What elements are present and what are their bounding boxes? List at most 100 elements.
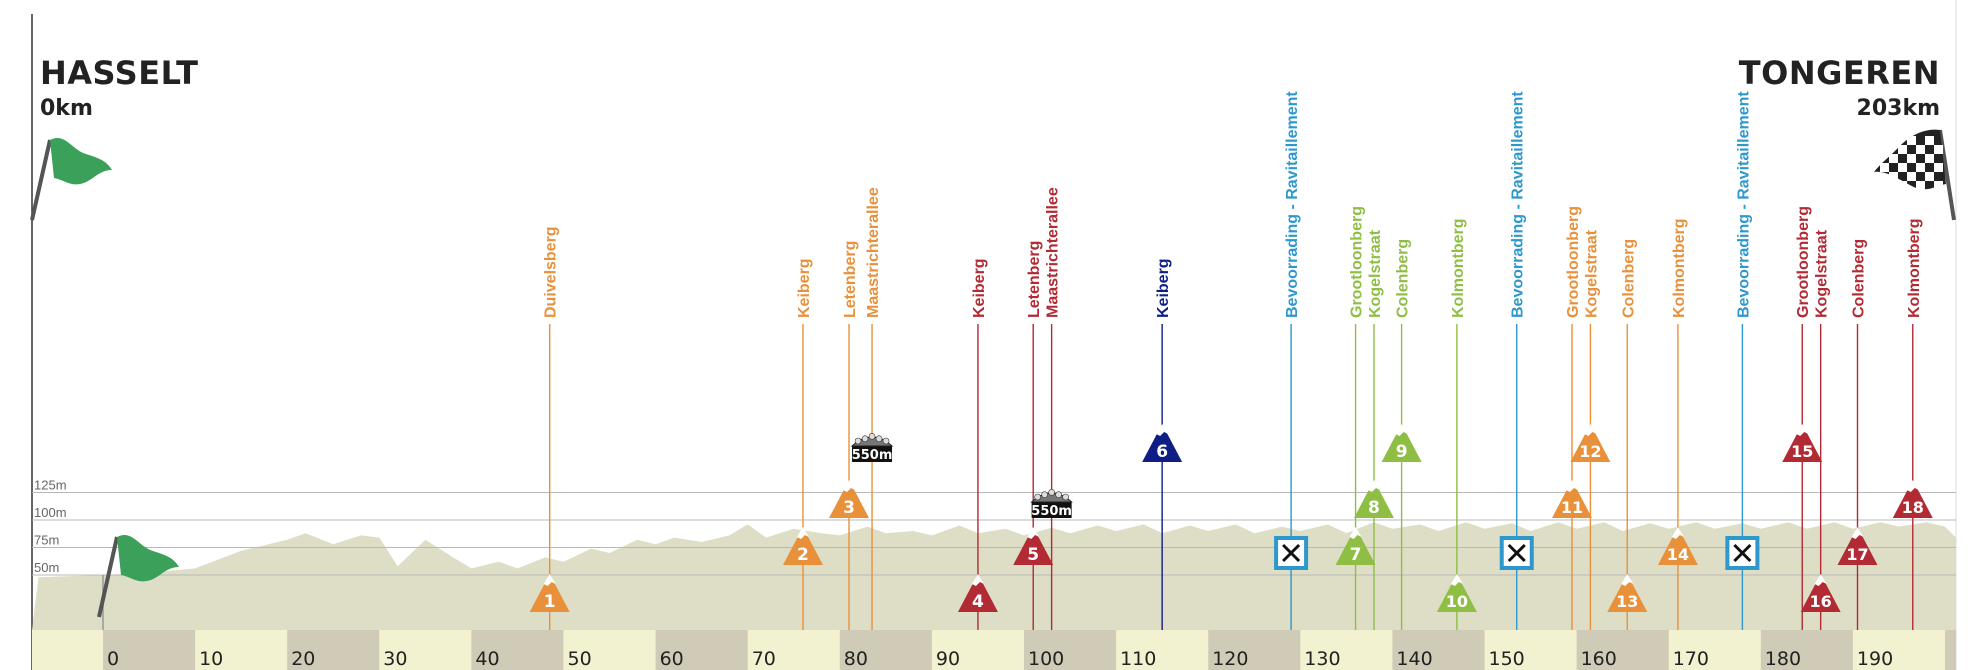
climb-name: Keiberg — [796, 258, 813, 318]
snowcap-icon — [1450, 574, 1463, 586]
climb-number: 11 — [1561, 498, 1583, 517]
climb-name: Kogelstraat — [1583, 229, 1600, 318]
snowcap-icon — [1156, 424, 1169, 436]
mountain-icon — [1607, 574, 1648, 612]
climb-number: 9 — [1396, 442, 1408, 462]
climb-name: Colenberg — [1851, 239, 1868, 318]
axis-band — [103, 630, 196, 670]
x-tick-label: 80 — [844, 648, 868, 670]
climb-name: Bevoorrading - Ravitaillement — [1284, 91, 1301, 318]
y-tick-label: 100m — [34, 505, 67, 520]
knife-icon — [1733, 543, 1752, 563]
x-tick-label: 70 — [752, 648, 776, 670]
axis-band — [471, 630, 564, 670]
climb-number: 15 — [1791, 442, 1813, 461]
x-tick-label: 160 — [1581, 648, 1617, 670]
snowcap-icon — [1851, 527, 1864, 539]
mountain-icon — [1013, 527, 1054, 565]
snowcap-icon — [1796, 424, 1809, 436]
climb-number: 6 — [1156, 442, 1168, 462]
y-tick-label: 50m — [34, 560, 59, 575]
mountain-icon — [1657, 527, 1698, 565]
climb-marker: Maastrichterallee 550m — [850, 187, 894, 630]
snowcap-icon — [1621, 574, 1634, 586]
climb-name: Kolmontberg — [1671, 218, 1688, 318]
mountain-icon — [1782, 424, 1823, 462]
mountain-icon — [1837, 527, 1878, 565]
knife-icon — [1507, 543, 1526, 563]
start-km: 0km — [40, 96, 93, 121]
climb-number: 7 — [1350, 545, 1362, 565]
x-tick-label: 10 — [199, 648, 223, 670]
climb-marker: Letenberg 5 — [1013, 241, 1054, 630]
climb-name: Bevoorrading - Ravitaillement — [1735, 91, 1752, 318]
checkered-flag-icon — [1874, 129, 1956, 221]
mountain-icon — [1142, 424, 1183, 462]
feed-zone-marker: Bevoorrading - Ravitaillement — [1274, 91, 1309, 630]
climb-name: Grootloonberg — [1349, 206, 1366, 318]
climb-number: 1 — [544, 592, 556, 612]
climb-marker: Kogelstraat 16 — [1800, 229, 1841, 630]
climb-marker: Grootloonberg 7 — [1335, 206, 1376, 630]
climb-name: Kolmontberg — [1450, 218, 1467, 318]
axis-band — [287, 630, 380, 670]
mountain-icon — [1570, 424, 1611, 462]
snowcap-icon — [971, 574, 984, 586]
knife-icon — [1282, 543, 1301, 563]
climb-number: 8 — [1368, 498, 1380, 518]
cobbles-length: 550m — [852, 448, 893, 463]
mountain-icon — [1892, 480, 1933, 518]
climb-name: Kogelstraat — [1814, 229, 1831, 318]
finish-km: 203km — [1856, 96, 1940, 121]
axis-band — [1392, 630, 1485, 670]
climb-number: 16 — [1810, 592, 1832, 611]
climb-number: 17 — [1846, 545, 1868, 564]
axis-band — [655, 630, 748, 670]
climb-marker: Keiberg 6 — [1142, 258, 1183, 630]
start-flag-icon — [30, 137, 112, 221]
climb-marker: Keiberg 2 — [782, 258, 823, 630]
x-tick-label: 100 — [1028, 648, 1064, 670]
x-tick-label: 120 — [1212, 648, 1248, 670]
climb-marker: Kogelstraat 12 — [1570, 229, 1611, 630]
climb-name: Maastrichterallee — [865, 187, 882, 318]
climb-marker: Grootloonberg 15 — [1782, 206, 1823, 630]
climb-number: 3 — [843, 498, 855, 518]
y-tick-label: 125m — [34, 478, 67, 493]
climb-name: Bevoorrading - Ravitaillement — [1510, 91, 1527, 318]
mountain-icon — [1436, 574, 1477, 612]
mountain-icon — [829, 480, 870, 518]
mountain-icon — [957, 574, 998, 612]
climb-number: 14 — [1667, 545, 1689, 564]
climb-marker: Kolmontberg 14 — [1657, 218, 1698, 630]
snowcap-icon — [1906, 480, 1919, 492]
snowcap-icon — [796, 527, 809, 539]
x-tick-label: 110 — [1120, 648, 1156, 670]
climb-marker: Grootloonberg 11 — [1551, 206, 1592, 630]
climb-marker: Colenberg 17 — [1837, 239, 1878, 630]
climb-marker: Maastrichterallee 550m — [1030, 187, 1073, 630]
climb-number: 4 — [972, 592, 984, 612]
y-tick-label: 75m — [34, 533, 59, 548]
snowcap-icon — [1565, 480, 1578, 492]
climb-name: Grootloonberg — [1565, 206, 1582, 318]
axis-band — [1208, 630, 1301, 670]
feed-zone-icon — [1499, 536, 1534, 570]
elevation-profile-area — [32, 522, 1956, 630]
x-tick-label: 140 — [1396, 648, 1432, 670]
snowcap-icon — [1367, 480, 1380, 492]
x-tick-label: 30 — [383, 648, 407, 670]
x-tick-label: 20 — [291, 648, 315, 670]
climb-marker: Kolmontberg 10 — [1436, 218, 1477, 630]
climb-number: 13 — [1616, 592, 1638, 611]
cobbles-length: 550m — [1031, 504, 1072, 519]
climb-name: Keiberg — [971, 258, 988, 318]
climb-name: Duivelsberg — [543, 226, 560, 318]
snowcap-icon — [543, 574, 556, 586]
climb-marker: Colenberg 9 — [1381, 239, 1422, 630]
x-tick-label: 150 — [1489, 648, 1525, 670]
axis-band — [1576, 630, 1669, 670]
climb-name: Colenberg — [1395, 239, 1412, 318]
snowcap-icon — [1027, 527, 1040, 539]
